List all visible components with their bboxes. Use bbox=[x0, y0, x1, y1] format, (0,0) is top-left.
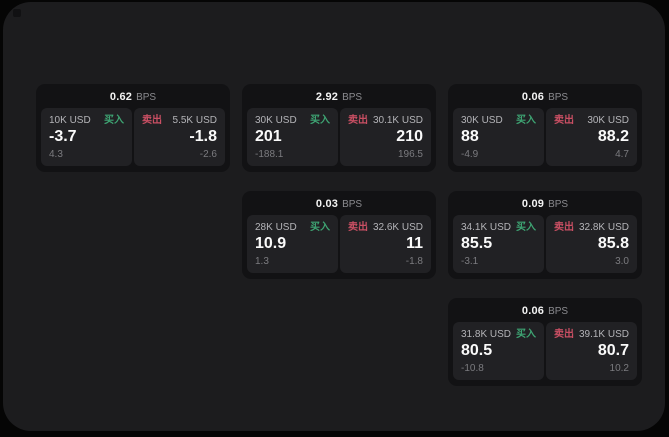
buy-delta: -4.9 bbox=[461, 149, 479, 160]
sell-panel[interactable]: 卖出 30.1K USD 210 196.5 bbox=[340, 108, 431, 166]
quote-card[interactable]: 0.62 BPS 10K USD 买入 -3.7 4.3 卖出 5.5K USD… bbox=[36, 84, 230, 172]
buy-panel[interactable]: 30K USD 买入 88 -4.9 bbox=[453, 108, 544, 166]
sell-panel[interactable]: 卖出 39.1K USD 80.7 10.2 bbox=[546, 322, 637, 380]
sell-value: 85.8 bbox=[597, 235, 629, 252]
buy-value: -3.7 bbox=[49, 128, 77, 145]
buy-tag: 买入 bbox=[516, 115, 536, 126]
sell-tag: 卖出 bbox=[554, 222, 574, 233]
bps-value: 0.03 bbox=[315, 198, 339, 210]
buy-amount: 28K USD bbox=[255, 222, 297, 233]
bps-unit-label: BPS bbox=[342, 91, 363, 103]
sell-value: 11 bbox=[406, 235, 423, 252]
buy-delta: -188.1 bbox=[255, 149, 284, 160]
quote-card[interactable]: 0.09 BPS 34.1K USD 买入 85.5 -3.1 卖出 32.8K… bbox=[448, 191, 642, 279]
sell-tag: 卖出 bbox=[142, 115, 162, 126]
buy-panel[interactable]: 10K USD 买入 -3.7 4.3 bbox=[41, 108, 132, 166]
buy-tag: 买入 bbox=[516, 329, 536, 340]
sell-amount: 5.5K USD bbox=[172, 115, 217, 126]
buy-amount: 30K USD bbox=[461, 115, 503, 126]
sell-tag: 卖出 bbox=[348, 222, 368, 233]
buy-delta: 4.3 bbox=[49, 149, 63, 160]
buy-tag: 买入 bbox=[104, 115, 124, 126]
sell-delta: -1.8 bbox=[405, 256, 423, 267]
quote-card[interactable]: 0.06 BPS 30K USD 买入 88 -4.9 卖出 30K USD 8… bbox=[448, 84, 642, 172]
buy-amount: 34.1K USD bbox=[461, 222, 512, 233]
card-header: 0.06 BPS bbox=[448, 298, 642, 322]
bps-unit-label: BPS bbox=[548, 305, 569, 317]
sell-delta: 196.5 bbox=[397, 149, 423, 160]
sell-amount: 30K USD bbox=[587, 115, 629, 126]
bps-unit-label: BPS bbox=[342, 198, 363, 210]
buy-tag: 买入 bbox=[310, 222, 330, 233]
card-header: 0.09 BPS bbox=[448, 191, 642, 215]
sell-amount: 32.8K USD bbox=[578, 222, 629, 233]
corner-dot-icon bbox=[13, 9, 21, 17]
buy-panel[interactable]: 34.1K USD 买入 85.5 -3.1 bbox=[453, 215, 544, 273]
sell-value: -1.8 bbox=[189, 128, 217, 145]
buy-amount: 30K USD bbox=[255, 115, 297, 126]
buy-value: 10.9 bbox=[255, 235, 287, 252]
buy-amount: 10K USD bbox=[49, 115, 91, 126]
card-header: 0.03 BPS bbox=[242, 191, 436, 215]
buy-value: 80.5 bbox=[461, 342, 493, 359]
sell-value: 80.7 bbox=[597, 342, 629, 359]
buy-delta: 1.3 bbox=[255, 256, 269, 267]
bps-value: 0.06 bbox=[521, 91, 545, 103]
sell-amount: 30.1K USD bbox=[372, 115, 423, 126]
quote-card[interactable]: 0.06 BPS 31.8K USD 买入 80.5 -10.8 卖出 39.1… bbox=[448, 298, 642, 386]
sell-panel[interactable]: 卖出 32.6K USD 11 -1.8 bbox=[340, 215, 431, 273]
buy-amount: 31.8K USD bbox=[461, 329, 512, 340]
buy-delta: -10.8 bbox=[461, 363, 484, 374]
sell-value: 88.2 bbox=[597, 128, 629, 145]
sell-delta: 4.7 bbox=[615, 149, 629, 160]
card-header: 0.06 BPS bbox=[448, 84, 642, 108]
bps-value: 0.06 bbox=[521, 305, 545, 317]
sell-amount: 39.1K USD bbox=[578, 329, 629, 340]
buy-value: 85.5 bbox=[461, 235, 493, 252]
buy-panel[interactable]: 31.8K USD 买入 80.5 -10.8 bbox=[453, 322, 544, 380]
sell-value: 210 bbox=[396, 128, 423, 145]
sell-panel[interactable]: 卖出 5.5K USD -1.8 -2.6 bbox=[134, 108, 225, 166]
bps-value: 2.92 bbox=[315, 91, 339, 103]
sell-panel[interactable]: 卖出 30K USD 88.2 4.7 bbox=[546, 108, 637, 166]
buy-value: 88 bbox=[461, 128, 479, 145]
sell-tag: 卖出 bbox=[554, 329, 574, 340]
quote-card[interactable]: 2.92 BPS 30K USD 买入 201 -188.1 卖出 30.1K … bbox=[242, 84, 436, 172]
card-header: 2.92 BPS bbox=[242, 84, 436, 108]
buy-panel[interactable]: 30K USD 买入 201 -188.1 bbox=[247, 108, 338, 166]
quote-card[interactable]: 0.03 BPS 28K USD 买入 10.9 1.3 卖出 32.6K US… bbox=[242, 191, 436, 279]
sell-tag: 卖出 bbox=[554, 115, 574, 126]
sell-amount: 32.6K USD bbox=[372, 222, 423, 233]
sell-delta: 3.0 bbox=[615, 256, 629, 267]
buy-tag: 买入 bbox=[516, 222, 536, 233]
buy-value: 201 bbox=[255, 128, 282, 145]
sell-delta: -2.6 bbox=[199, 149, 217, 160]
bps-unit-label: BPS bbox=[548, 91, 569, 103]
card-header: 0.62 BPS bbox=[36, 84, 230, 108]
sell-panel[interactable]: 卖出 32.8K USD 85.8 3.0 bbox=[546, 215, 637, 273]
sell-tag: 卖出 bbox=[348, 115, 368, 126]
buy-tag: 买入 bbox=[310, 115, 330, 126]
bps-unit-label: BPS bbox=[136, 91, 157, 103]
bps-unit-label: BPS bbox=[548, 198, 569, 210]
sell-delta: 10.2 bbox=[609, 363, 629, 374]
buy-delta: -3.1 bbox=[461, 256, 479, 267]
bps-value: 0.09 bbox=[521, 198, 545, 210]
bps-value: 0.62 bbox=[109, 91, 133, 103]
buy-panel[interactable]: 28K USD 买入 10.9 1.3 bbox=[247, 215, 338, 273]
